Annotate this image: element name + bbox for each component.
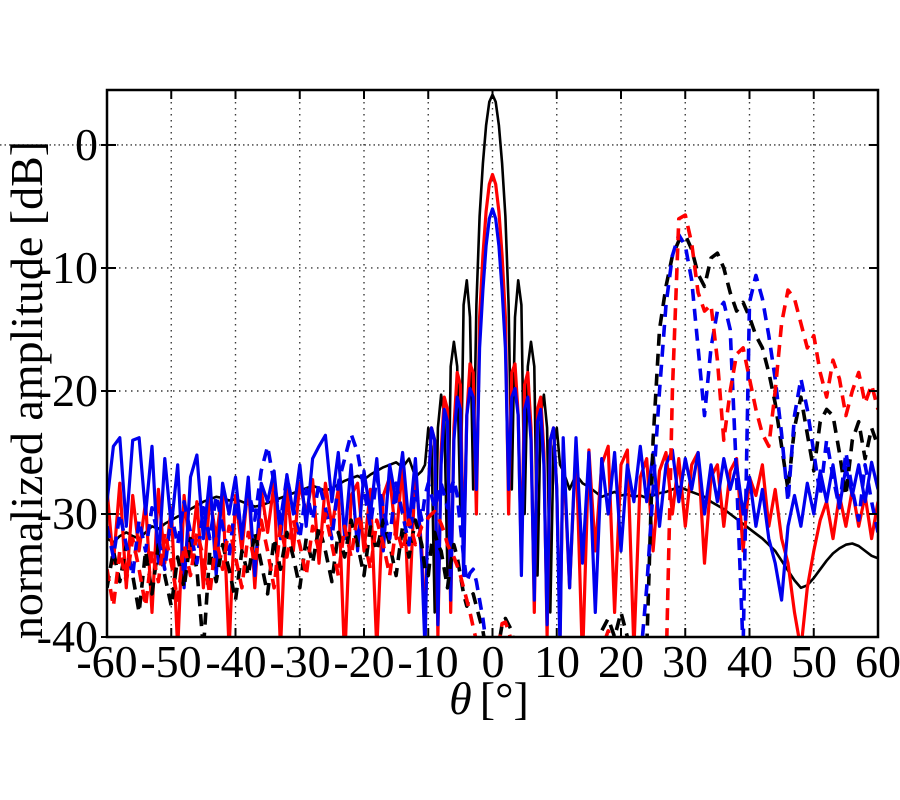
- x-tick-label-20: 20: [598, 636, 644, 687]
- series-solid-blue: [107, 207, 878, 637]
- y-tick-label-m10: -10: [36, 242, 98, 293]
- x-tick-label-30: 30: [662, 636, 708, 687]
- x-tick-label-40: 40: [727, 636, 773, 687]
- x-tick-label-m60: -60: [76, 636, 138, 687]
- x-tick-label-10: 10: [534, 636, 580, 687]
- y-axis-label: normalized amplitude [dB]: [1, 140, 52, 640]
- y-tick-label-m20: -20: [36, 365, 98, 416]
- x-tick-label-50: 50: [791, 636, 837, 687]
- x-tick-label-0: 0: [481, 636, 505, 687]
- y-tick-label-m30: -30: [36, 488, 98, 539]
- theta-symbol: θ: [449, 673, 472, 724]
- x-tick-label-m20: -20: [333, 636, 395, 687]
- x-tick-label-m10: -10: [397, 636, 459, 687]
- x-tick-label-m40: -40: [205, 636, 267, 687]
- y-tick-label-m40: -40: [36, 611, 98, 662]
- series-dashed-red: [107, 213, 878, 637]
- x-axis-label: θ [°]: [339, 673, 639, 725]
- x-tick-label-m30: -30: [269, 636, 331, 687]
- x-tick-label-60: 60: [855, 636, 900, 687]
- x-tick-label-m50: -50: [140, 636, 202, 687]
- x-axis-unit: [°]: [479, 673, 529, 724]
- y-tick-label-0: 0: [75, 119, 98, 170]
